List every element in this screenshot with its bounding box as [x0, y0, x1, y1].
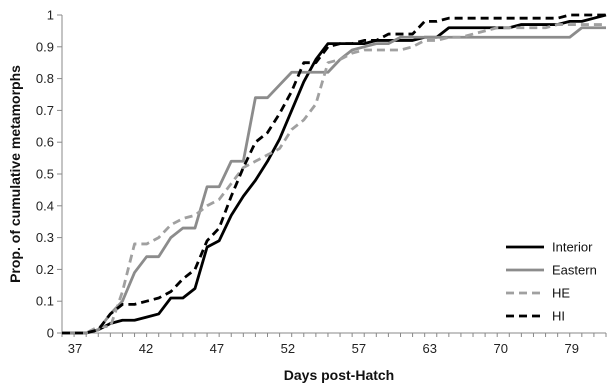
series-line-hi	[62, 13, 606, 335]
legend-label-eastern: Eastern	[552, 263, 597, 278]
x-tick-label: 70	[494, 341, 508, 356]
x-tick-label: 57	[352, 341, 366, 356]
y-tick-label: 0.8	[36, 71, 54, 86]
x-tick-label: 42	[139, 341, 153, 356]
y-tick-label: 0.5	[36, 167, 54, 182]
series-line-he	[62, 23, 606, 335]
legend: Interior Eastern HE HI	[506, 240, 597, 324]
x-axis-title: Days post-Hatch	[284, 367, 394, 383]
series-line-interior	[62, 13, 607, 335]
y-tick-label: 0.9	[36, 39, 54, 54]
y-tick-label: 0	[47, 326, 54, 341]
y-tick-label: 0.4	[36, 198, 54, 213]
legend-label-interior: Interior	[552, 240, 593, 255]
x-tick-label: 52	[281, 341, 295, 356]
y-tick-label: 0.3	[36, 230, 54, 245]
y-tick-label: 1	[47, 8, 54, 23]
y-tick-label: 0.2	[36, 262, 54, 277]
series-layer	[62, 13, 607, 335]
legend-label-he: HE	[552, 286, 570, 301]
axes-layer	[61, 15, 606, 334]
legend-label-hi: HI	[552, 309, 565, 324]
x-tick-label: 47	[210, 341, 224, 356]
x-tick-label: 37	[68, 341, 82, 356]
y-tick-label: 0.6	[36, 135, 54, 150]
series-line-eastern	[62, 26, 606, 335]
ticks-layer: 0 0.1 0.2 0.3 0.4 0.5 0.6 0.7 0.8 0.9 1 37 42 47 52 57 6…	[36, 8, 607, 356]
y-tick-label: 0.7	[36, 103, 54, 118]
x-tick-label: 79	[564, 341, 578, 356]
y-tick-label: 0.1	[36, 294, 54, 309]
x-tick-label: 63	[423, 341, 437, 356]
y-axis-title: Prop. of cumulative metamorphs	[7, 65, 23, 283]
